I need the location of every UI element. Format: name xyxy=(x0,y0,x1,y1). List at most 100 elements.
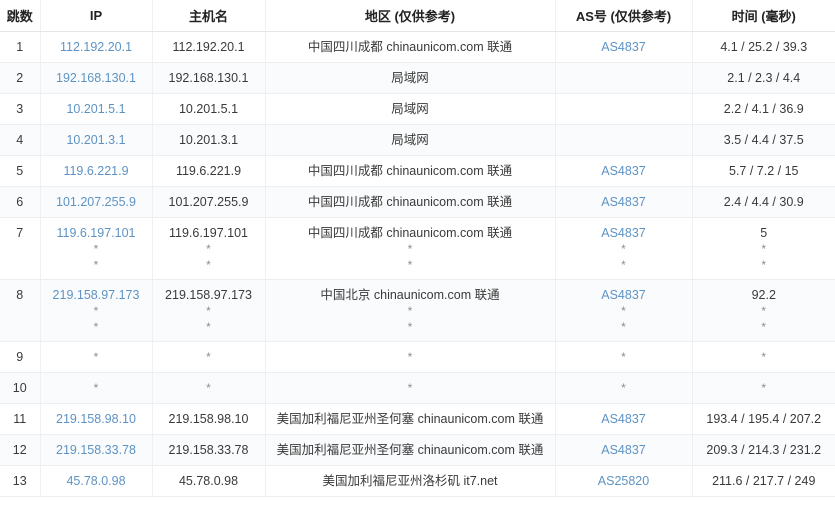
latency-value: 2.2 / 4.1 / 36.9 xyxy=(723,102,804,116)
hop-number-cell: 2 xyxy=(0,62,41,94)
ip-address-link[interactable]: 119.6.221.9 xyxy=(63,164,129,178)
column-header-region: 地区 (仅供参考) xyxy=(265,0,556,32)
hop-number-cell: 10 xyxy=(0,372,41,404)
timeout-asterisk: * xyxy=(93,304,99,318)
hostname-cell: 112.192.20.1 xyxy=(152,31,266,63)
column-header-ip: IP xyxy=(40,0,153,32)
ip-address-link[interactable]: 101.207.255.9 xyxy=(56,195,136,209)
timeout-asterisk: * xyxy=(407,350,413,364)
as-number-cell: AS4837 xyxy=(555,31,693,63)
latency-cell: 2.2 / 4.1 / 36.9 xyxy=(692,93,835,125)
region-value: 美国加利福尼亚州圣何塞 chinaunicom.com 联通 xyxy=(276,412,544,426)
region-cell: 美国加利福尼亚州洛杉矶 it7.net xyxy=(265,465,556,497)
timeout-asterisk: * xyxy=(621,242,626,256)
latency-cell: 2.4 / 4.4 / 30.9 xyxy=(692,186,835,218)
region-value: 局域网 xyxy=(391,71,429,85)
hostname-cell: * xyxy=(152,372,266,404)
as-number-link[interactable]: AS4837 xyxy=(601,443,646,457)
hostname-value: 10.201.3.1 xyxy=(178,133,239,147)
region-cell: 中国四川成都 chinaunicom.com 联通 xyxy=(265,155,556,187)
latency-cell: 193.4 / 195.4 / 207.2 xyxy=(692,403,835,435)
ip-address-link[interactable]: 219.158.97.173 xyxy=(52,288,140,302)
column-header-time: 时间 (毫秒) xyxy=(692,0,835,32)
hop-number-cell: 7 xyxy=(0,217,41,280)
timeout-asterisk: * xyxy=(206,350,211,364)
table-header: 跳数 IP 主机名 地区 (仅供参考) AS号 (仅供参考) 时间 (毫秒) xyxy=(0,0,835,32)
timeout-asterisk: * xyxy=(621,304,626,318)
region-value: 局域网 xyxy=(391,133,429,147)
latency-value: 4.1 / 25.2 / 39.3 xyxy=(720,40,808,54)
hop-number: 12 xyxy=(12,443,27,457)
ip-cell: 219.158.98.10 xyxy=(40,403,153,435)
hop-number: 5 xyxy=(16,164,24,178)
hostname-cell: 101.207.255.9 xyxy=(152,186,266,218)
table-row: 11 219.158.98.10 219.158.98.10 美国加利福尼亚州圣何塞 … xyxy=(0,403,835,435)
timeout-asterisk: * xyxy=(407,320,413,334)
ip-address-link[interactable]: 10.201.3.1 xyxy=(66,133,126,147)
region-cell: * xyxy=(265,372,556,404)
latency-cell: 92.2 * * xyxy=(692,279,835,342)
ip-address-link[interactable]: 45.78.0.98 xyxy=(66,474,126,488)
as-number-cell xyxy=(555,124,693,156)
timeout-asterisk: * xyxy=(761,304,767,318)
latency-cell: 3.5 / 4.4 / 37.5 xyxy=(692,124,835,156)
hop-number-cell: 1 xyxy=(0,31,41,63)
table-row: 10 * * * * * xyxy=(0,372,835,404)
hostname-value: 219.158.33.78 xyxy=(168,443,249,457)
ip-address-link[interactable]: 219.158.98.10 xyxy=(56,412,136,426)
latency-cell: 5.7 / 7.2 / 15 xyxy=(692,155,835,187)
hostname-cell: 219.158.98.10 xyxy=(152,403,266,435)
as-number-link[interactable]: AS4837 xyxy=(601,195,646,209)
hop-number-cell: 3 xyxy=(0,93,41,125)
latency-value: 209.3 / 214.3 / 231.2 xyxy=(706,443,822,457)
hop-number: 2 xyxy=(16,71,24,85)
hostname-value: 10.201.5.1 xyxy=(178,102,239,116)
empty-value xyxy=(559,70,689,86)
timeout-asterisk: * xyxy=(93,242,99,256)
hop-number-cell: 8 xyxy=(0,279,41,342)
timeout-asterisk: * xyxy=(206,381,211,395)
as-number-link[interactable]: AS4837 xyxy=(601,412,646,426)
latency-cell: 4.1 / 25.2 / 39.3 xyxy=(692,31,835,63)
as-number-link[interactable]: AS4837 xyxy=(601,40,646,54)
timeout-asterisk: * xyxy=(93,381,99,395)
table-row: 7 119.6.197.101 * * 119.6.197.101 * * 中国四川成都 ch… xyxy=(0,217,835,280)
ip-cell: 10.201.5.1 xyxy=(40,93,153,125)
region-cell: 美国加利福尼亚州圣何塞 chinaunicom.com 联通 xyxy=(265,434,556,466)
as-number-cell xyxy=(555,93,693,125)
as-number-link[interactable]: AS4837 xyxy=(601,288,646,302)
region-value: 中国四川成都 chinaunicom.com 联通 xyxy=(307,195,513,209)
timeout-asterisk: * xyxy=(206,304,211,318)
table-row: 5 119.6.221.9 119.6.221.9 中国四川成都 chinaunico… xyxy=(0,155,835,187)
timeout-asterisk: * xyxy=(761,350,767,364)
hop-number-cell: 5 xyxy=(0,155,41,187)
ip-address-link[interactable]: 192.168.130.1 xyxy=(56,71,136,85)
ip-cell: 112.192.20.1 xyxy=(40,31,153,63)
hostname-cell: 119.6.221.9 xyxy=(152,155,266,187)
timeout-asterisk: * xyxy=(407,304,413,318)
timeout-asterisk: * xyxy=(93,350,99,364)
hop-number: 13 xyxy=(12,474,27,488)
ip-address-link[interactable]: 219.158.33.78 xyxy=(56,443,136,457)
region-value: 中国北京 chinaunicom.com 联通 xyxy=(320,288,500,302)
table-row: 4 10.201.3.1 10.201.3.1 局域网 3.5 / 4.4 / 37.… xyxy=(0,124,835,156)
table-row: 2 192.168.130.1 192.168.130.1 局域网 2.1 / 2.3… xyxy=(0,62,835,94)
as-number-link[interactable]: AS4837 xyxy=(601,164,646,178)
ip-address-link[interactable]: 119.6.197.101 xyxy=(56,226,136,240)
table-row: 3 10.201.5.1 10.201.5.1 局域网 2.2 / 4.1 / 36.… xyxy=(0,93,835,125)
as-number-link[interactable]: AS4837 xyxy=(601,226,646,240)
ip-address-link[interactable]: 10.201.5.1 xyxy=(66,102,126,116)
timeout-asterisk: * xyxy=(407,381,413,395)
timeout-asterisk: * xyxy=(761,320,767,334)
timeout-asterisk: * xyxy=(761,258,767,272)
timeout-asterisk: * xyxy=(621,381,626,395)
region-cell: 局域网 xyxy=(265,124,556,156)
as-number-link[interactable]: AS25820 xyxy=(597,474,650,488)
hostname-value: 219.158.98.10 xyxy=(168,412,249,426)
ip-address-link[interactable]: 112.192.20.1 xyxy=(59,40,133,54)
table-row: 9 * * * * * xyxy=(0,341,835,373)
hostname-cell: 10.201.5.1 xyxy=(152,93,266,125)
latency-value: 2.4 / 4.4 / 30.9 xyxy=(723,195,804,209)
latency-cell: * xyxy=(692,372,835,404)
